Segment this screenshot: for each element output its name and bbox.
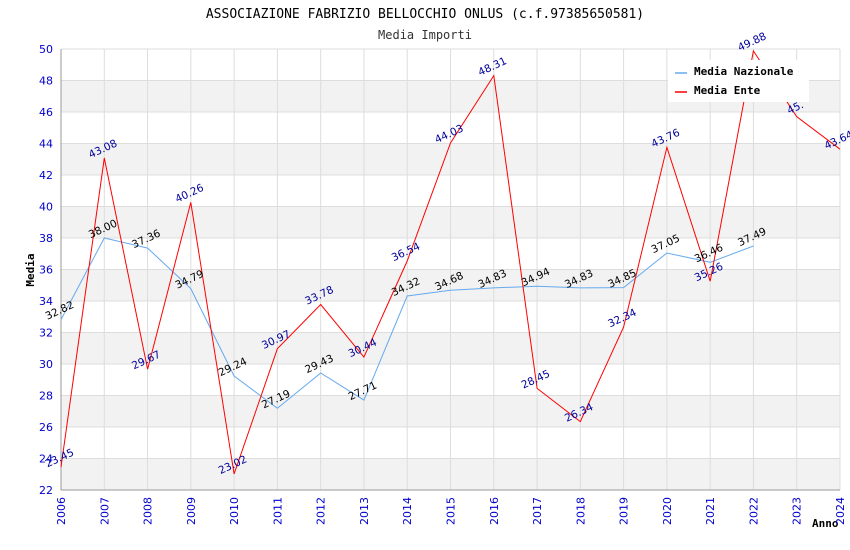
y-tick-label: 44 bbox=[39, 138, 53, 151]
y-tick-label: 32 bbox=[39, 327, 53, 340]
y-tick-label: 28 bbox=[39, 390, 53, 403]
y-tick-labels: 22 24 26 28 30 32 34 36 38 40 42 44 46 48 50 bbox=[39, 43, 53, 497]
x-tick-label: 2022 bbox=[747, 497, 760, 525]
x-tick-label: 2011 bbox=[271, 497, 284, 525]
x-tick-label: 2006 bbox=[55, 497, 68, 525]
series-lines bbox=[60, 49, 841, 475]
x-tick-label: 2018 bbox=[574, 497, 587, 525]
y-tick-label: 46 bbox=[39, 106, 53, 119]
data-label-media-ente: 28.45 bbox=[520, 368, 552, 392]
x-tick-label: 2008 bbox=[142, 497, 155, 525]
x-tick-label: 2020 bbox=[661, 497, 674, 525]
data-label-media-ente: 36.54 bbox=[390, 240, 423, 264]
data-label-media-ente: 48.31 bbox=[476, 55, 508, 79]
axes bbox=[60, 49, 840, 491]
x-tick-label: 2023 bbox=[791, 497, 804, 525]
x-tick-label: 2007 bbox=[98, 497, 111, 525]
x-tick-label: 2010 bbox=[228, 497, 241, 525]
x-tick-label: 2016 bbox=[488, 497, 501, 525]
x-tick-label: 2019 bbox=[618, 497, 631, 525]
x-axis-label: Anno bbox=[812, 517, 839, 530]
x-tick-label: 2014 bbox=[401, 497, 414, 525]
y-tick-label: 22 bbox=[39, 484, 53, 497]
y-tick-label: 50 bbox=[39, 43, 53, 56]
legend-label-media-nazionale: Media Nazionale bbox=[694, 65, 794, 78]
series-line-media-nazionale bbox=[60, 237, 754, 409]
chart-title: ASSOCIAZIONE FABRIZIO BELLOCCHIO ONLUS (… bbox=[206, 7, 644, 22]
data-label-media-ente: 49.88 bbox=[736, 30, 768, 54]
legend-label-media-ente: Media Ente bbox=[694, 84, 761, 97]
x-tick-label: 2009 bbox=[185, 497, 198, 525]
legend-box bbox=[668, 60, 809, 102]
x-tick-labels: 2006 2007 2008 2009 2010 2011 2012 2013 2014 2015… bbox=[55, 497, 847, 525]
series-line-media-ente bbox=[60, 49, 841, 475]
y-tick-label: 40 bbox=[39, 201, 53, 214]
y-tick-label: 24 bbox=[39, 453, 53, 466]
data-label-media-ente: 40.26 bbox=[173, 182, 206, 206]
legend: Media Nazionale Media Ente bbox=[668, 60, 809, 102]
y-tick-label: 34 bbox=[39, 295, 53, 308]
y-tick-label: 38 bbox=[39, 232, 53, 245]
x-tick-label: 2017 bbox=[531, 497, 544, 525]
y-tick-label: 26 bbox=[39, 421, 53, 434]
y-tick-label: 30 bbox=[39, 358, 53, 371]
y-tick-label: 48 bbox=[39, 75, 53, 88]
chart-subtitle: Media Importi bbox=[378, 28, 472, 42]
y-axis-label: Media bbox=[24, 253, 37, 286]
data-label-media-ente: 44.03 bbox=[433, 123, 465, 147]
x-tick-label: 2015 bbox=[445, 497, 458, 525]
data-label-media-ente: 32.34 bbox=[606, 307, 639, 331]
x-tick-label: 2013 bbox=[358, 497, 371, 525]
x-tick-label: 2012 bbox=[315, 497, 328, 525]
y-tick-label: 36 bbox=[39, 264, 53, 277]
y-tick-label: 42 bbox=[39, 169, 53, 182]
x-tick-label: 2024 bbox=[834, 497, 847, 525]
x-tick-label: 2021 bbox=[704, 497, 717, 525]
